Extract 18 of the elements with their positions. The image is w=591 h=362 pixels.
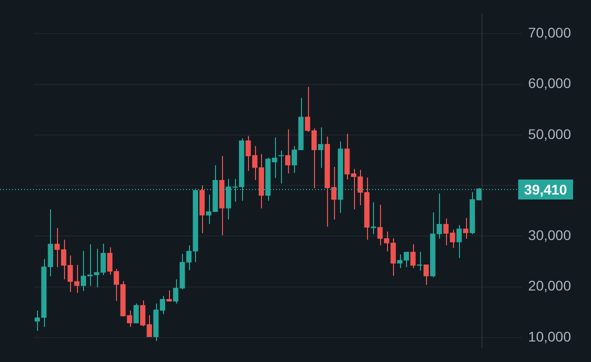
y-tick-label: 30,000 [528,227,572,244]
candlestick [410,244,416,269]
candlestick [285,128,290,174]
candlestick [318,126,324,168]
candlestick [463,217,468,240]
ref-line-label: 39,410 [524,181,568,198]
candlestick [34,310,40,332]
y-tick-label: 10,000 [528,328,572,344]
candlestick [278,150,284,184]
y-tick-label: 50,000 [528,126,572,142]
candlestick [424,264,429,286]
y-tick-label: 60,000 [528,75,572,92]
candlestick [456,224,462,258]
candlestick [370,202,376,235]
y-tick-label: 70,000 [528,24,572,40]
y-tick-label: 20,000 [528,278,572,294]
candlestick [134,303,139,324]
candlestick [416,251,422,272]
